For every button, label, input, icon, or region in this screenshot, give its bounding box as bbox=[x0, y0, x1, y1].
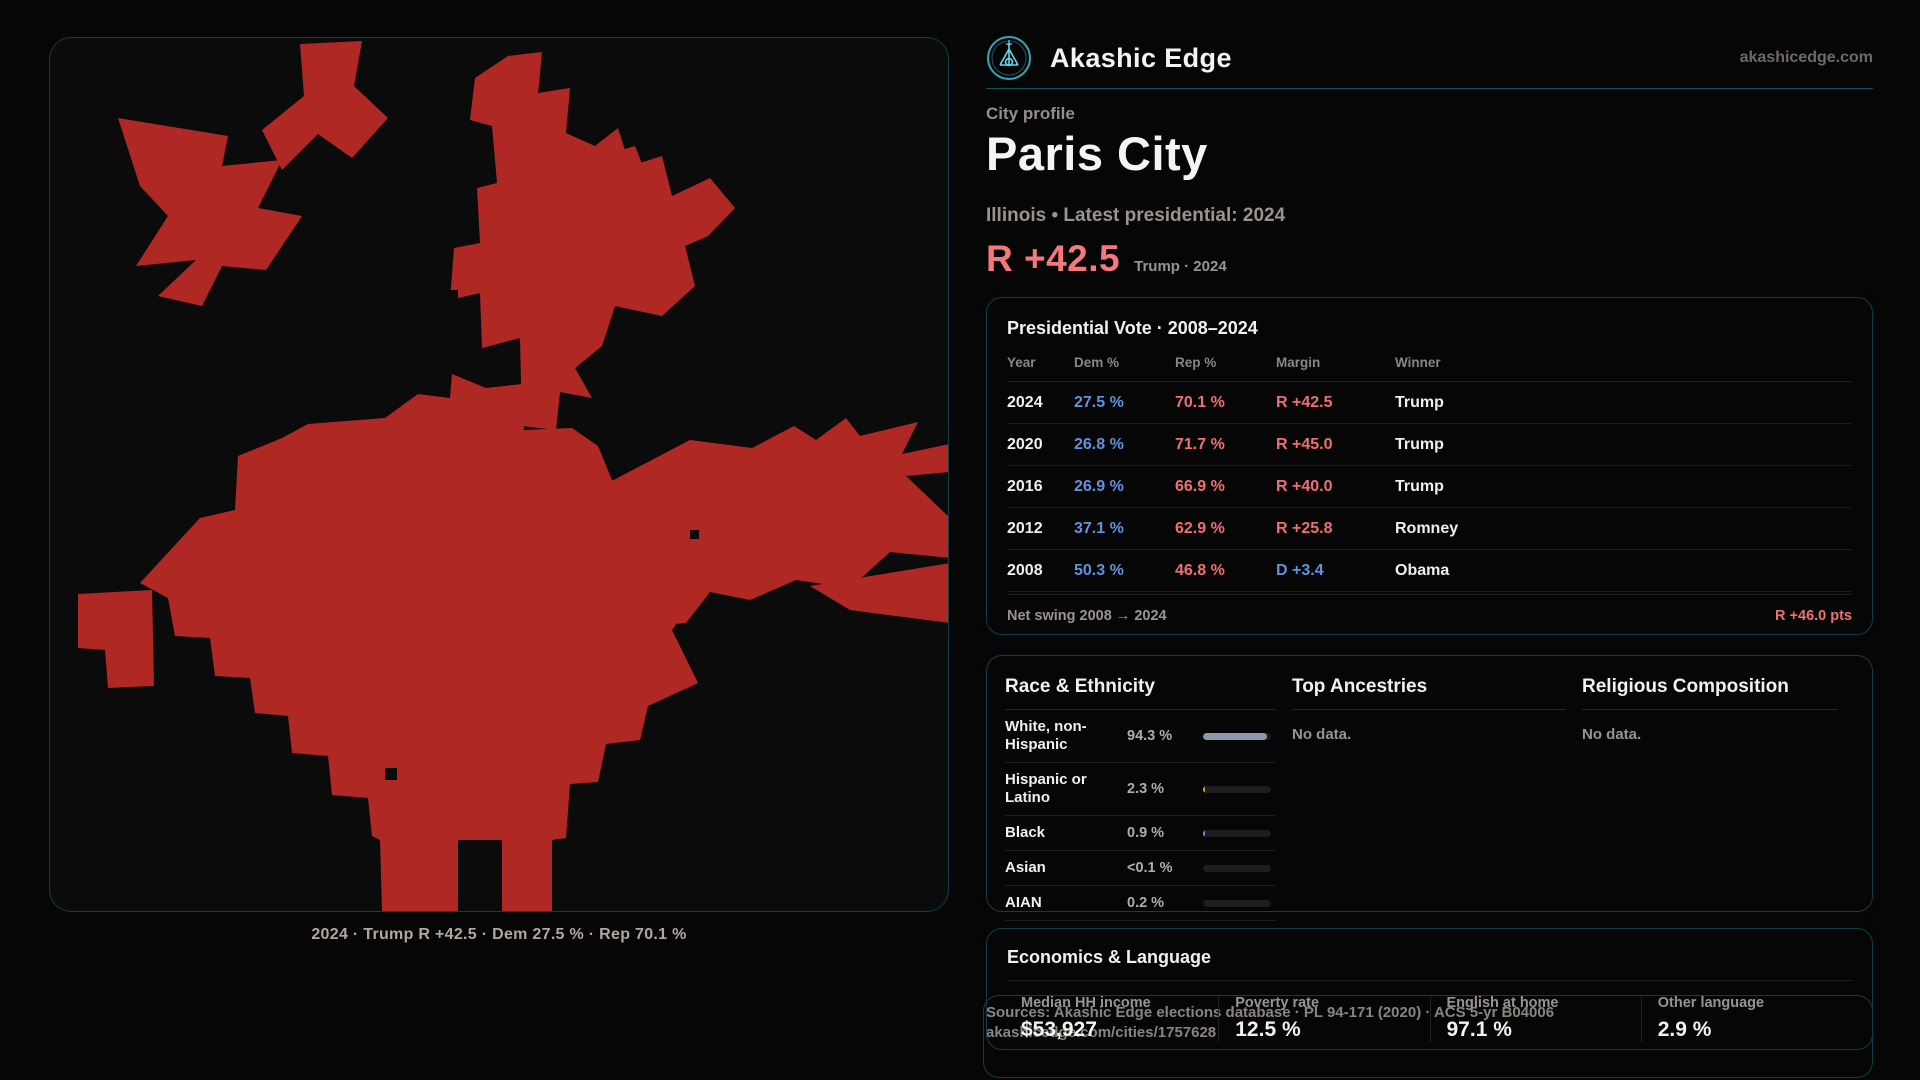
cell-dem: 26.9 % bbox=[1074, 477, 1124, 495]
cell-margin: R +45.0 bbox=[1276, 435, 1333, 453]
cell-winner: Trump bbox=[1395, 393, 1444, 411]
header-divider bbox=[986, 88, 1873, 89]
net-swing-label: Net swing 2008 → 2024 bbox=[1007, 608, 1167, 624]
source-footer: Sources: Akashic Edge elections database… bbox=[983, 995, 1873, 1078]
race-bar bbox=[1203, 864, 1271, 872]
vote-table-header: Year Dem % Rep % Margin Winner bbox=[1007, 355, 1852, 382]
stat-english-at-home: English at home 97.1 % bbox=[1429, 995, 1641, 1042]
cell-winner: Romney bbox=[1395, 519, 1459, 537]
religion-empty-state: No data. bbox=[1582, 726, 1642, 743]
margin-context: Trump · 2024 bbox=[1134, 258, 1227, 275]
divider bbox=[1292, 709, 1566, 710]
cell-year: 2020 bbox=[1007, 435, 1043, 453]
divider bbox=[1005, 709, 1276, 710]
city-map-panel bbox=[49, 37, 949, 912]
race-bar bbox=[1203, 829, 1271, 837]
page-eyebrow: City profile bbox=[986, 104, 1075, 123]
table-row: 2024 27.5 % 70.1 % R +42.5 Trump bbox=[1007, 382, 1852, 424]
vote-card-title: Presidential Vote · 2008–2024 bbox=[1007, 318, 1258, 338]
col-winner: Winner bbox=[1395, 355, 1441, 370]
cell-winner: Obama bbox=[1395, 561, 1450, 579]
sources-text: Sources: Akashic Edge elections database… bbox=[986, 1004, 1555, 1021]
cell-margin: R +40.0 bbox=[1276, 477, 1333, 495]
cell-year: 2012 bbox=[1007, 519, 1043, 537]
col-rep: Rep % bbox=[1175, 355, 1217, 370]
race-row: AIAN 0.2 % bbox=[1005, 886, 1276, 921]
app-header: Akashic Edge akashicedge.com bbox=[986, 32, 1873, 84]
col-year: Year bbox=[1007, 355, 1036, 370]
cell-dem: 26.8 % bbox=[1074, 435, 1124, 453]
cell-year: 2016 bbox=[1007, 477, 1043, 495]
cell-winner: Trump bbox=[1395, 477, 1444, 495]
margin-value: R +42.5 bbox=[986, 238, 1121, 279]
col-margin: Margin bbox=[1276, 355, 1321, 370]
cell-year: 2008 bbox=[1007, 561, 1043, 579]
divider bbox=[1582, 709, 1838, 710]
top-ancestries-section: Top Ancestries No data. bbox=[1292, 676, 1582, 921]
race-row: Black 0.9 % bbox=[1005, 816, 1276, 851]
race-row: Asian <0.1 % bbox=[1005, 851, 1276, 886]
economics-card-title: Economics & Language bbox=[1007, 947, 1212, 967]
ancestries-section-title: Top Ancestries bbox=[1292, 676, 1428, 697]
cell-rep: 70.1 % bbox=[1175, 393, 1225, 411]
cell-margin: R +25.8 bbox=[1276, 519, 1333, 537]
race-bar bbox=[1203, 785, 1271, 793]
stat-median-income: Median HH income $53,927 bbox=[1021, 995, 1151, 1041]
table-row: 2008 50.3 % 46.8 % D +3.4 Obama bbox=[1007, 550, 1852, 592]
net-swing-row: Net swing 2008 → 2024 R +46.0 pts bbox=[1007, 594, 1852, 624]
cell-rep: 66.9 % bbox=[1175, 477, 1225, 495]
race-bar bbox=[1203, 899, 1271, 907]
cell-rep: 62.9 % bbox=[1175, 519, 1225, 537]
ancestries-empty-state: No data. bbox=[1292, 726, 1352, 743]
race-row: White, non-Hispanic 94.3 % bbox=[1005, 710, 1276, 763]
table-row: 2020 26.8 % 71.7 % R +45.0 Trump bbox=[1007, 424, 1852, 466]
page-title: Paris City bbox=[986, 127, 1208, 180]
city-boundary-map bbox=[78, 41, 948, 911]
table-row: 2012 37.1 % 62.9 % R +25.8 Romney bbox=[1007, 508, 1852, 550]
cell-winner: Trump bbox=[1395, 435, 1444, 453]
race-ethnicity-section: Race & Ethnicity White, non-Hispanic 94.… bbox=[1005, 676, 1292, 921]
map-caption: 2024 · Trump R +42.5 · Dem 27.5 % · Rep … bbox=[311, 926, 687, 943]
brand-domain-link[interactable]: akashicedge.com bbox=[1739, 49, 1873, 66]
stat-other-language: Other language 2.9 % bbox=[1640, 995, 1852, 1042]
race-bar bbox=[1203, 732, 1271, 740]
net-swing-value: R +46.0 pts bbox=[1775, 608, 1852, 624]
cell-dem: 27.5 % bbox=[1074, 393, 1124, 411]
economics-card: Economics & Language Median HH income $5… bbox=[986, 928, 1873, 1050]
permalink-text[interactable]: akashicedge.com/cities/1757628 bbox=[986, 1024, 1217, 1042]
cell-margin: D +3.4 bbox=[1276, 561, 1324, 579]
page-subtitle: Illinois • Latest presidential: 2024 bbox=[986, 205, 1286, 226]
cell-dem: 50.3 % bbox=[1074, 561, 1124, 579]
divider bbox=[1007, 980, 1852, 981]
headline-margin: R +42.5 Trump · 2024 bbox=[986, 238, 1227, 280]
table-row: 2016 26.9 % 66.9 % R +40.0 Trump bbox=[1007, 466, 1852, 508]
race-section-title: Race & Ethnicity bbox=[1005, 676, 1155, 697]
col-dem: Dem % bbox=[1074, 355, 1120, 370]
religion-section: Religious Composition No data. bbox=[1582, 676, 1854, 921]
cell-margin: R +42.5 bbox=[1276, 393, 1333, 411]
race-row: Hispanic or Latino 2.3 % bbox=[1005, 763, 1276, 816]
cell-dem: 37.1 % bbox=[1074, 519, 1124, 537]
cell-year: 2024 bbox=[1007, 393, 1043, 411]
cell-rep: 71.7 % bbox=[1175, 435, 1225, 453]
brand-name: Akashic Edge bbox=[1050, 42, 1232, 73]
presidential-vote-card: Presidential Vote · 2008–2024 Year Dem %… bbox=[986, 297, 1873, 635]
religion-section-title: Religious Composition bbox=[1582, 676, 1789, 697]
demographics-card: Race & Ethnicity White, non-Hispanic 94.… bbox=[986, 655, 1873, 921]
akashic-emblem-icon bbox=[987, 36, 1031, 80]
cell-rep: 46.8 % bbox=[1175, 561, 1225, 579]
stat-poverty-rate: Poverty rate 12.5 % bbox=[1218, 995, 1429, 1042]
